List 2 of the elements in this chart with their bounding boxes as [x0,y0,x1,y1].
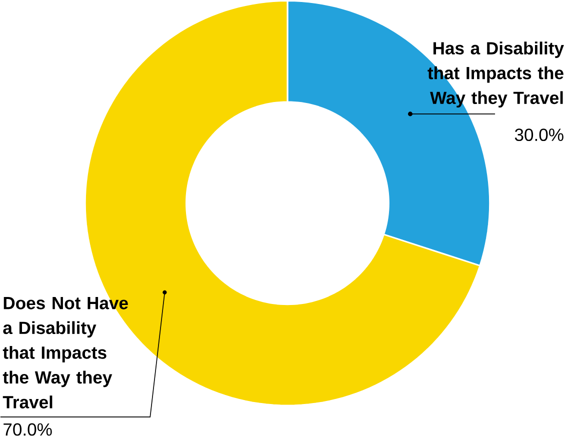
data-label: 70.0% [4,423,52,436]
data-label: 30.0% [514,128,564,142]
